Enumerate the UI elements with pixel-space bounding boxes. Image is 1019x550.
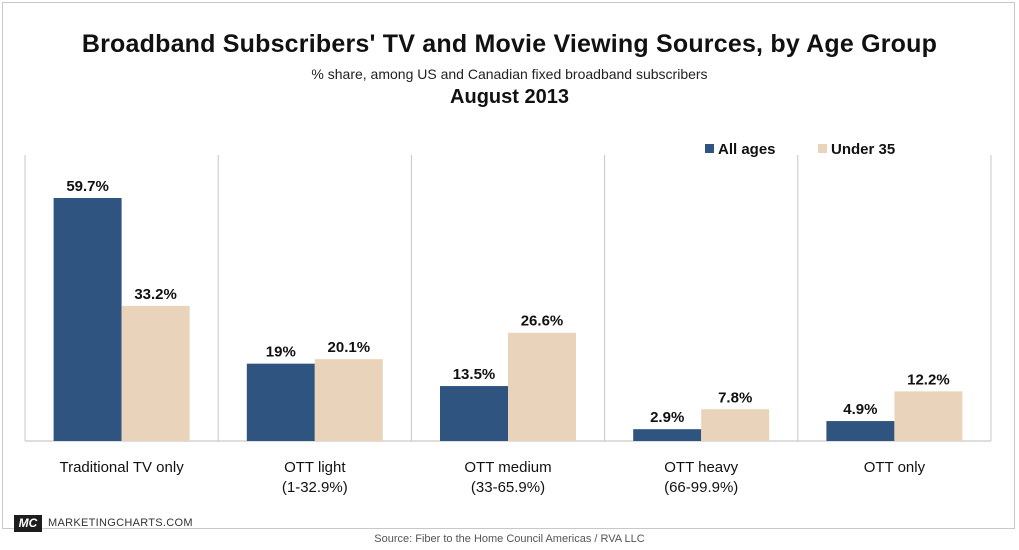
bar-all-ages xyxy=(53,198,122,441)
bar-all-ages xyxy=(440,386,508,441)
bar-under-35 xyxy=(508,332,576,441)
bar-all-ages xyxy=(246,363,315,441)
data-label: 12.2% xyxy=(907,371,950,388)
data-label: 19% xyxy=(266,344,296,361)
bar-under-35 xyxy=(314,359,383,441)
legend-swatch-all-ages xyxy=(705,144,714,153)
category-label: Traditional TV only xyxy=(59,459,184,476)
data-label: 20.1% xyxy=(328,339,371,356)
data-label: 7.8% xyxy=(718,389,752,406)
bar-all-ages xyxy=(633,429,702,441)
source-note: Source: Fiber to the Home Council Americ… xyxy=(374,533,645,545)
data-label: 13.5% xyxy=(453,366,496,383)
bar-under-35 xyxy=(701,409,770,441)
bar-all-ages xyxy=(826,421,895,441)
legend-item-under-35: Under 35 xyxy=(818,141,895,158)
category-label: (66-99.9%) xyxy=(664,479,738,496)
data-label: 33.2% xyxy=(134,286,177,303)
data-label: 2.9% xyxy=(650,409,684,426)
category-label: (1-32.9%) xyxy=(282,479,348,496)
data-label: 26.6% xyxy=(521,313,564,330)
legend-swatch-under-35 xyxy=(818,144,827,153)
category-label: (33-65.9%) xyxy=(471,479,545,496)
chart-title: Broadband Subscribers' TV and Movie View… xyxy=(81,30,938,58)
legend-label-all-ages: All ages xyxy=(718,141,776,158)
legend-label-under-35: Under 35 xyxy=(831,141,896,158)
data-label: 59.7% xyxy=(66,178,109,195)
bar-under-35 xyxy=(121,305,190,441)
legend-item-all-ages: All ages xyxy=(705,141,776,158)
category-label: OTT light xyxy=(284,459,346,476)
category-label: OTT medium xyxy=(464,459,551,476)
bar-under-35 xyxy=(894,391,963,441)
chart-subtitle: % share, among US and Canadian fixed bro… xyxy=(311,66,708,82)
category-label: OTT heavy xyxy=(664,459,738,476)
brand-name: MARKETINGCHARTS.COM xyxy=(48,517,193,529)
chart-date: August 2013 xyxy=(450,86,569,108)
category-label: OTT only xyxy=(864,459,926,476)
marketingcharts-logo: MC xyxy=(14,515,42,532)
data-label: 4.9% xyxy=(843,401,877,418)
